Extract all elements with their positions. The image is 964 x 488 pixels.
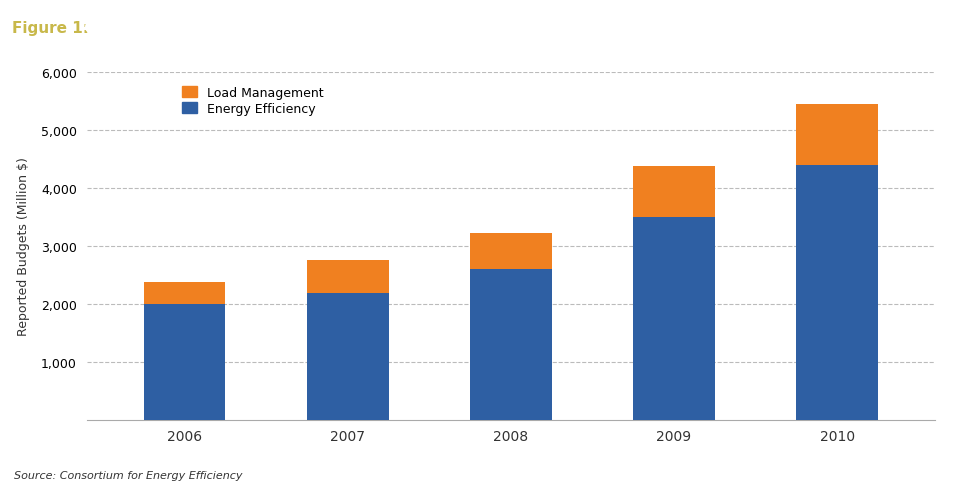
- Text: Figure 1:: Figure 1:: [12, 20, 89, 36]
- Bar: [307, 261, 388, 294]
- Text: Growth of Reported Energy Efficiency Budgets (2006—2010): Growth of Reported Energy Efficiency Bud…: [79, 20, 603, 36]
- Bar: [796, 165, 878, 420]
- Bar: [144, 304, 226, 420]
- Bar: [470, 269, 551, 420]
- Y-axis label: Reported Budgets (Million $): Reported Budgets (Million $): [17, 157, 30, 336]
- Bar: [633, 218, 715, 420]
- Bar: [796, 105, 878, 165]
- Legend: Load Management, Energy Efficiency: Load Management, Energy Efficiency: [177, 83, 327, 120]
- Bar: [307, 294, 388, 420]
- Bar: [633, 167, 715, 218]
- Text: Source: Consortium for Energy Efficiency: Source: Consortium for Energy Efficiency: [14, 470, 243, 480]
- Bar: [144, 282, 226, 304]
- Bar: [470, 234, 551, 269]
